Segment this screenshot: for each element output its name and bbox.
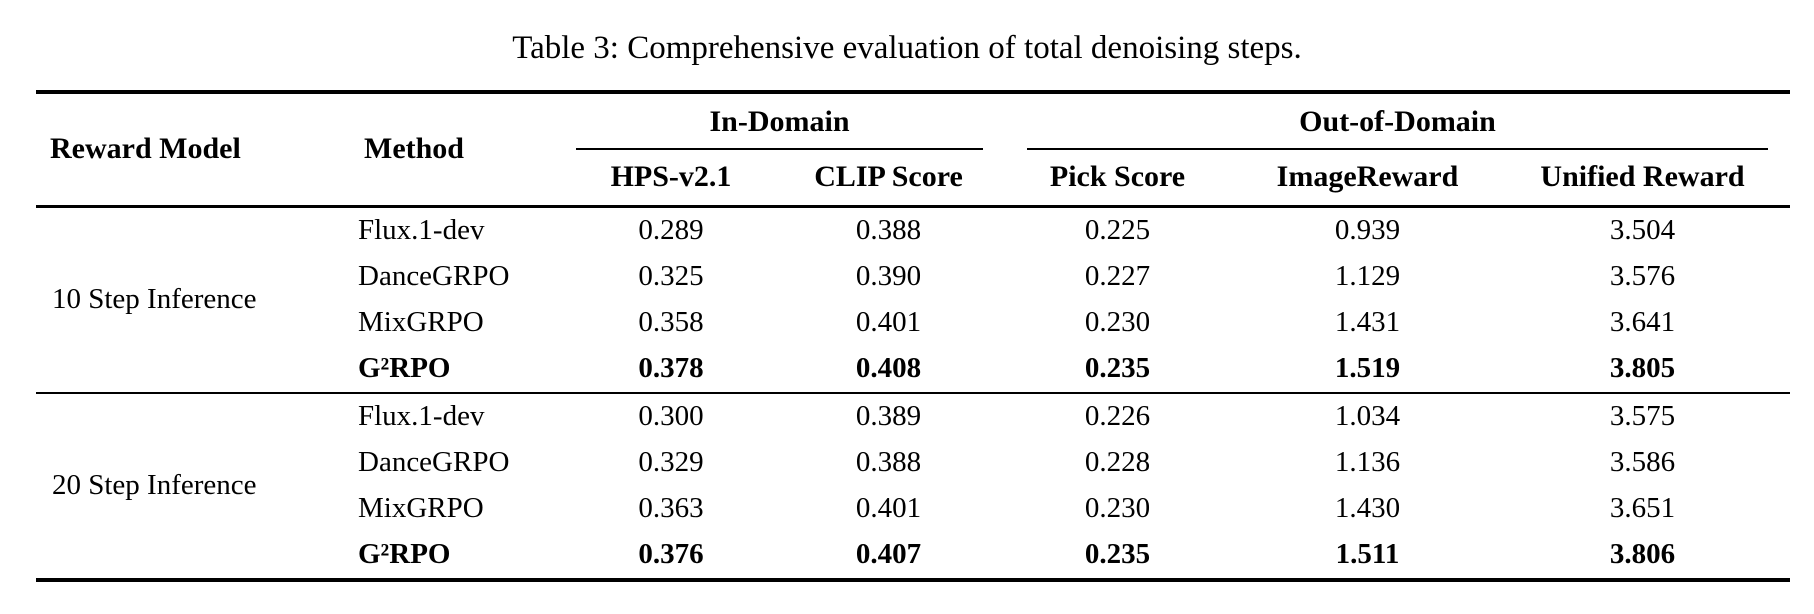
- value-cell: 3.586: [1609, 446, 1676, 478]
- method-header: Method: [350, 92, 560, 208]
- value-cell: 0.289: [638, 214, 704, 246]
- table-row: 10 Step Inference Flux.1-dev 0.289 0.388…: [36, 206, 1790, 315]
- table-row: DanceGRPO 0.329 0.388 0.228 1.136 3.586: [36, 440, 1790, 486]
- method-cell: DanceGRPO: [358, 446, 510, 478]
- table-row: 20 Step Inference Flux.1-dev 0.300 0.389…: [36, 391, 1791, 580]
- value-cell: 0.389: [782, 391, 995, 440]
- value-cell: 0.228: [1084, 446, 1151, 478]
- value-cell: 0.376: [638, 538, 704, 570]
- method-cell: MixGRPO: [358, 492, 484, 524]
- value-cell: 0.235: [1084, 538, 1151, 570]
- value-cell: 1.129: [1334, 260, 1401, 292]
- table-row: DanceGRPO 0.325 0.390 0.227 1.129 3.576: [36, 254, 1790, 300]
- value-cell: 3.575: [1495, 391, 1791, 440]
- table-caption: Table 3: Comprehensive evaluation of tot…: [512, 30, 1302, 66]
- value-cell: 0.401: [855, 492, 922, 524]
- value-cell: 3.504: [1609, 214, 1676, 246]
- value-cell: 0.408: [855, 352, 922, 384]
- value-cell: 1.136: [1334, 446, 1401, 478]
- value-cell: 0.407: [855, 538, 922, 570]
- method-cell: G²RPO: [358, 352, 451, 384]
- in-domain-label: In-Domain: [576, 105, 983, 150]
- results-table: Reward Model Method In-Domain Out-of-Dom…: [36, 90, 1791, 582]
- pick-score-header: Pick Score: [995, 150, 1240, 208]
- hps-v21-header: HPS-v2.1: [560, 150, 782, 208]
- value-cell: 1.430: [1334, 492, 1401, 524]
- value-cell: 0.325: [638, 260, 704, 292]
- table-row: G²RPO 0.376 0.407 0.235 1.511 3.806: [36, 532, 1790, 580]
- value-cell: 0.225: [1084, 214, 1151, 246]
- value-cell: 3.576: [1609, 260, 1676, 292]
- value-cell: 0.230: [1084, 306, 1151, 338]
- value-cell: 0.363: [638, 492, 704, 524]
- reward-model-header: Reward Model: [36, 92, 350, 208]
- method-cell: Flux.1-dev: [358, 214, 485, 246]
- table-header: Reward Model Method In-Domain Out-of-Dom…: [36, 92, 1791, 208]
- reward-model-cell: 20 Step Inference: [36, 391, 350, 580]
- value-cell: 0.226: [995, 391, 1240, 440]
- value-cell: 0.388: [855, 446, 922, 478]
- value-cell: 0.230: [1084, 492, 1151, 524]
- block-10-step: 10 Step Inference Flux.1-dev 0.289 0.388…: [36, 206, 1790, 393]
- value-cell: 0.227: [1084, 260, 1151, 292]
- sub-header-row: HPS-v2.1 CLIP Score Pick Score ImageRewa…: [36, 150, 1791, 208]
- value-cell: 3.641: [1609, 306, 1676, 338]
- method-cell: MixGRPO: [358, 306, 484, 338]
- value-cell: 0.401: [855, 306, 922, 338]
- value-cell: 0.235: [1084, 352, 1151, 384]
- value-cell: 1.511: [1335, 538, 1400, 570]
- table-container: Reward Model Method In-Domain Out-of-Dom…: [36, 90, 1791, 582]
- unified-reward-header: Unified Reward: [1495, 150, 1791, 208]
- value-cell: 0.939: [1334, 214, 1401, 246]
- value-cell: 3.806: [1609, 538, 1676, 570]
- value-cell: 1.034: [1240, 391, 1495, 440]
- block-20-step: 20 Step Inference Flux.1-dev 0.300 0.389…: [36, 391, 1791, 580]
- method-cell: Flux.1-dev: [350, 391, 560, 440]
- value-cell: 1.431: [1334, 306, 1401, 338]
- value-cell: 3.805: [1609, 352, 1676, 384]
- method-cell: DanceGRPO: [358, 260, 510, 292]
- value-cell: 0.390: [855, 260, 922, 292]
- group-header-row: Reward Model Method In-Domain Out-of-Dom…: [36, 92, 1790, 208]
- clip-score-header: CLIP Score: [782, 150, 995, 208]
- value-cell: 0.358: [638, 306, 704, 338]
- table-row: G²RPO 0.378 0.408 0.235 1.519 3.805: [36, 346, 1790, 393]
- value-cell: 0.300: [560, 391, 782, 440]
- out-of-domain-group-header: Out-of-Domain: [995, 92, 1790, 150]
- out-of-domain-label: Out-of-Domain: [1027, 105, 1769, 150]
- in-domain-group-header: In-Domain: [560, 92, 995, 150]
- reward-model-cell: 10 Step Inference: [52, 283, 257, 315]
- value-cell: 0.388: [855, 214, 922, 246]
- imagereward-header: ImageReward: [1240, 150, 1495, 208]
- table-row: MixGRPO 0.363 0.401 0.230 1.430 3.651: [36, 486, 1790, 532]
- value-cell: 0.378: [638, 352, 704, 384]
- method-cell: G²RPO: [358, 538, 451, 570]
- value-cell: 0.329: [638, 446, 704, 478]
- value-cell: 3.651: [1609, 492, 1676, 524]
- value-cell: 1.519: [1334, 352, 1401, 384]
- table-row: MixGRPO 0.358 0.401 0.230 1.431 3.641: [36, 300, 1790, 346]
